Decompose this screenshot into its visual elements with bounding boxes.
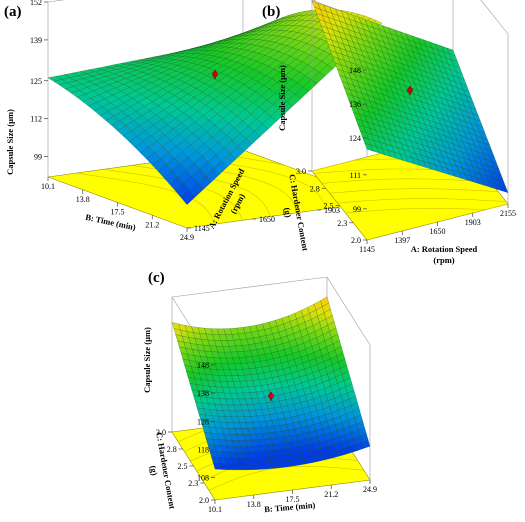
z-tick-label: 139 [30, 36, 42, 45]
panel-c: (c) 108 118 128 138 148 10.1 13.8 17.5 21.2 24.9 2… [142, 270, 377, 514]
panel-c-y-axis-title-line2: (g) [148, 465, 160, 477]
panel-label-b: (b) [262, 4, 280, 20]
y-tick-label: 2.5 [178, 462, 188, 471]
x-tick-label: 1650 [430, 227, 446, 236]
x-tick-label: 13.8 [247, 500, 261, 509]
panel-a-z-axis-title: Capsule Size (μm) [5, 109, 15, 175]
x-tick-label: 1903 [465, 218, 481, 227]
panel-a-response-surface [47, 9, 383, 205]
z-tick-label: 125 [30, 77, 42, 86]
floor-contour-line [329, 188, 499, 194]
z-tick-label: 148 [349, 66, 361, 75]
floor-contour-line [345, 203, 509, 214]
y-tick-label: 1145 [194, 224, 210, 233]
z-tick-label: 128 [197, 417, 209, 426]
y-tick-label: 1650 [259, 215, 275, 224]
x-tick-label: 13.8 [76, 195, 90, 204]
panel-b-z-axis-title: Capsule Size (μm) [277, 65, 287, 131]
panel-c-ticks: 10811812813814810.113.817.521.224.92.02.… [156, 361, 377, 514]
panel-b-y-axis-title-line2: (g) [282, 207, 294, 219]
floor-contour-line [337, 198, 507, 204]
box-edge-back [311, 0, 318, 2]
x-tick-label: 17.5 [111, 208, 125, 217]
panel-c-z-axis-title: Capsule Size (μm) [142, 327, 152, 393]
x-tick-label: 2155 [500, 209, 516, 218]
y-tick-label: 2.3 [188, 479, 198, 488]
design-point-marker [407, 87, 413, 94]
z-tick-label: 138 [197, 389, 209, 398]
panel-b-x-axis-title-line1: A: Rotation Speed [411, 244, 478, 254]
z-tick-label: 124 [349, 134, 361, 143]
z-tick-label: 148 [197, 361, 209, 370]
panel-c-response-surface [171, 296, 371, 471]
floor-contour-line [103, 169, 243, 221]
z-tick-label: 108 [197, 474, 209, 483]
x-tick-label: 24.9 [180, 233, 194, 242]
surface-cell [364, 142, 374, 152]
design-point-marker [268, 393, 274, 399]
panel-b: (b) 99 111 124 136 148 1145 1397 1650 1903 2155 2.… [262, 0, 516, 265]
x-tick-label: 21.2 [145, 220, 159, 229]
z-tick-label: 99 [34, 153, 42, 162]
x-tick-label: 10.1 [41, 182, 55, 191]
box-edge-back [171, 276, 328, 298]
panel-label-c: (c) [148, 270, 165, 286]
panel-a-design-point [212, 70, 218, 80]
z-tick-label: 112 [30, 115, 42, 124]
z-tick-label: 99 [353, 205, 361, 214]
y-tick-label: 1903 [324, 206, 340, 215]
x-tick-label: 17.5 [286, 495, 300, 504]
box-edge-back [326, 276, 371, 346]
x-tick-label: 21.2 [324, 490, 338, 499]
z-tick-label: 111 [350, 171, 361, 180]
y-tick-label: 2.0 [199, 496, 209, 505]
y-tick-label: 2.0 [351, 236, 361, 245]
panel-label-a: (a) [4, 4, 22, 20]
surface-cell [212, 462, 222, 470]
floor-contour-line [321, 178, 491, 184]
y-tick-label: 2.5 [324, 202, 334, 211]
z-tick-label: 118 [197, 445, 209, 454]
box-edge-back [47, 0, 65, 3]
z-tick-label: 152 [30, 0, 42, 7]
y-tick-label: 3.0 [296, 167, 306, 176]
x-tick-label: 1397 [394, 236, 410, 245]
design-point-marker [212, 71, 218, 78]
z-tick-label: 136 [349, 100, 361, 109]
surface-cell [180, 190, 196, 205]
panel-b-ticks: 99 111 124 136 148 1145 1397 1650 1903 2155 2.0 2.3… [296, 66, 516, 254]
panel-c-x-axis-title: B: Time (min) [264, 500, 316, 514]
x-tick-label: 24.9 [363, 485, 377, 494]
panel-b-response-surface [311, 0, 509, 193]
box-edge-back [480, 0, 509, 35]
panel-c-design-point [268, 391, 274, 401]
panel-b-design-point [407, 86, 413, 96]
x-tick-label: 1145 [359, 245, 375, 254]
x-tick-label: 10.1 [208, 505, 222, 514]
panel-b-x-axis-title-line2: (rpm) [433, 255, 454, 265]
y-tick-label: 2.8 [310, 184, 320, 193]
y-tick-label: 2.3 [337, 219, 347, 228]
y-tick-label: 2.8 [167, 445, 177, 454]
y-tick-label: 3.0 [156, 428, 166, 437]
